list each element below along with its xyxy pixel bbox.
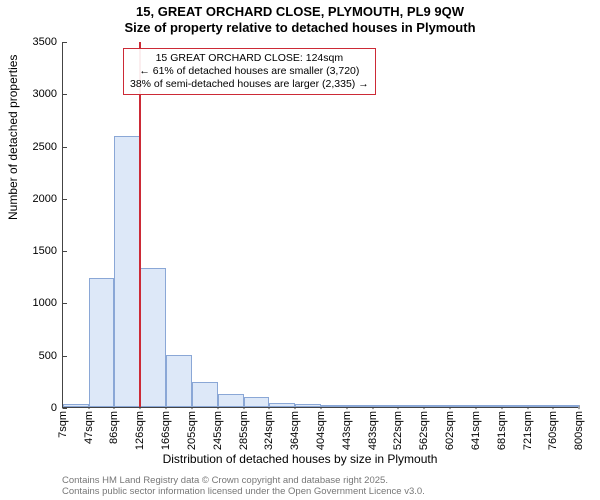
- x-tick: 721sqm: [522, 407, 534, 450]
- y-tick: 2000: [33, 193, 63, 205]
- x-tick: 483sqm: [367, 407, 379, 450]
- x-tick: 522sqm: [392, 407, 404, 450]
- property-annotation-box: 15 GREAT ORCHARD CLOSE: 124sqm ← 61% of …: [123, 48, 376, 95]
- histogram-bar: [140, 268, 166, 407]
- y-axis-label: Number of detached properties: [6, 55, 20, 220]
- x-tick: 800sqm: [573, 407, 585, 450]
- annotation-line-2: ← 61% of detached houses are smaller (3,…: [130, 65, 369, 78]
- chart-title-address: 15, GREAT ORCHARD CLOSE, PLYMOUTH, PL9 9…: [0, 4, 600, 20]
- y-tick: 2500: [33, 141, 63, 153]
- annotation-line-3: 38% of semi-detached houses are larger (…: [130, 78, 369, 91]
- histogram-bar: [528, 405, 553, 407]
- x-tick: 602sqm: [444, 407, 456, 450]
- x-tick: 760sqm: [547, 407, 559, 450]
- y-tick: 1000: [33, 297, 63, 309]
- x-tick: 285sqm: [238, 407, 250, 450]
- x-tick: 681sqm: [496, 407, 508, 450]
- y-tick: 3000: [33, 88, 63, 100]
- y-tick: 500: [39, 350, 63, 362]
- x-axis-label: Distribution of detached houses by size …: [0, 452, 600, 466]
- annotation-line-1: 15 GREAT ORCHARD CLOSE: 124sqm: [130, 52, 369, 65]
- histogram-bar: [450, 405, 475, 407]
- histogram-bar: [476, 405, 502, 407]
- x-tick: 443sqm: [341, 407, 353, 450]
- histogram-bar: [398, 405, 424, 407]
- histogram-bar: [192, 382, 218, 407]
- histogram-bar: [166, 355, 191, 407]
- x-tick: 86sqm: [108, 407, 120, 444]
- x-tick: 641sqm: [470, 407, 482, 450]
- x-tick: 404sqm: [315, 407, 327, 450]
- histogram-bar: [373, 405, 398, 407]
- x-tick: 166sqm: [160, 407, 172, 450]
- x-tick: 126sqm: [134, 407, 146, 450]
- histogram-bar: [269, 403, 295, 407]
- property-marker-line: [139, 42, 141, 407]
- histogram-bar: [553, 405, 579, 407]
- footer-credits: Contains HM Land Registry data © Crown c…: [62, 476, 425, 498]
- x-tick: 205sqm: [186, 407, 198, 450]
- y-tick: 3500: [33, 36, 63, 48]
- y-tick: 1500: [33, 245, 63, 257]
- histogram-bar: [424, 405, 450, 407]
- x-tick: 364sqm: [289, 407, 301, 450]
- chart-title-subtitle: Size of property relative to detached ho…: [0, 20, 600, 36]
- histogram-bar: [114, 136, 140, 407]
- x-tick: 245sqm: [212, 407, 224, 450]
- histogram-bar: [295, 404, 321, 407]
- x-tick: 7sqm: [57, 407, 69, 438]
- x-tick: 47sqm: [83, 407, 95, 444]
- histogram-bar: [244, 397, 269, 407]
- footer-line-2: Contains public sector information licen…: [62, 487, 425, 498]
- histogram-plot-area: 05001000150020002500300035007sqm47sqm86s…: [62, 42, 578, 408]
- histogram-bar: [347, 405, 373, 407]
- histogram-bar: [321, 405, 346, 407]
- histogram-bar: [63, 404, 89, 407]
- histogram-bar: [89, 278, 114, 407]
- x-tick: 562sqm: [418, 407, 430, 450]
- histogram-bar: [502, 405, 528, 407]
- chart-title-block: 15, GREAT ORCHARD CLOSE, PLYMOUTH, PL9 9…: [0, 0, 600, 35]
- histogram-bar: [218, 394, 244, 407]
- x-tick: 324sqm: [263, 407, 275, 450]
